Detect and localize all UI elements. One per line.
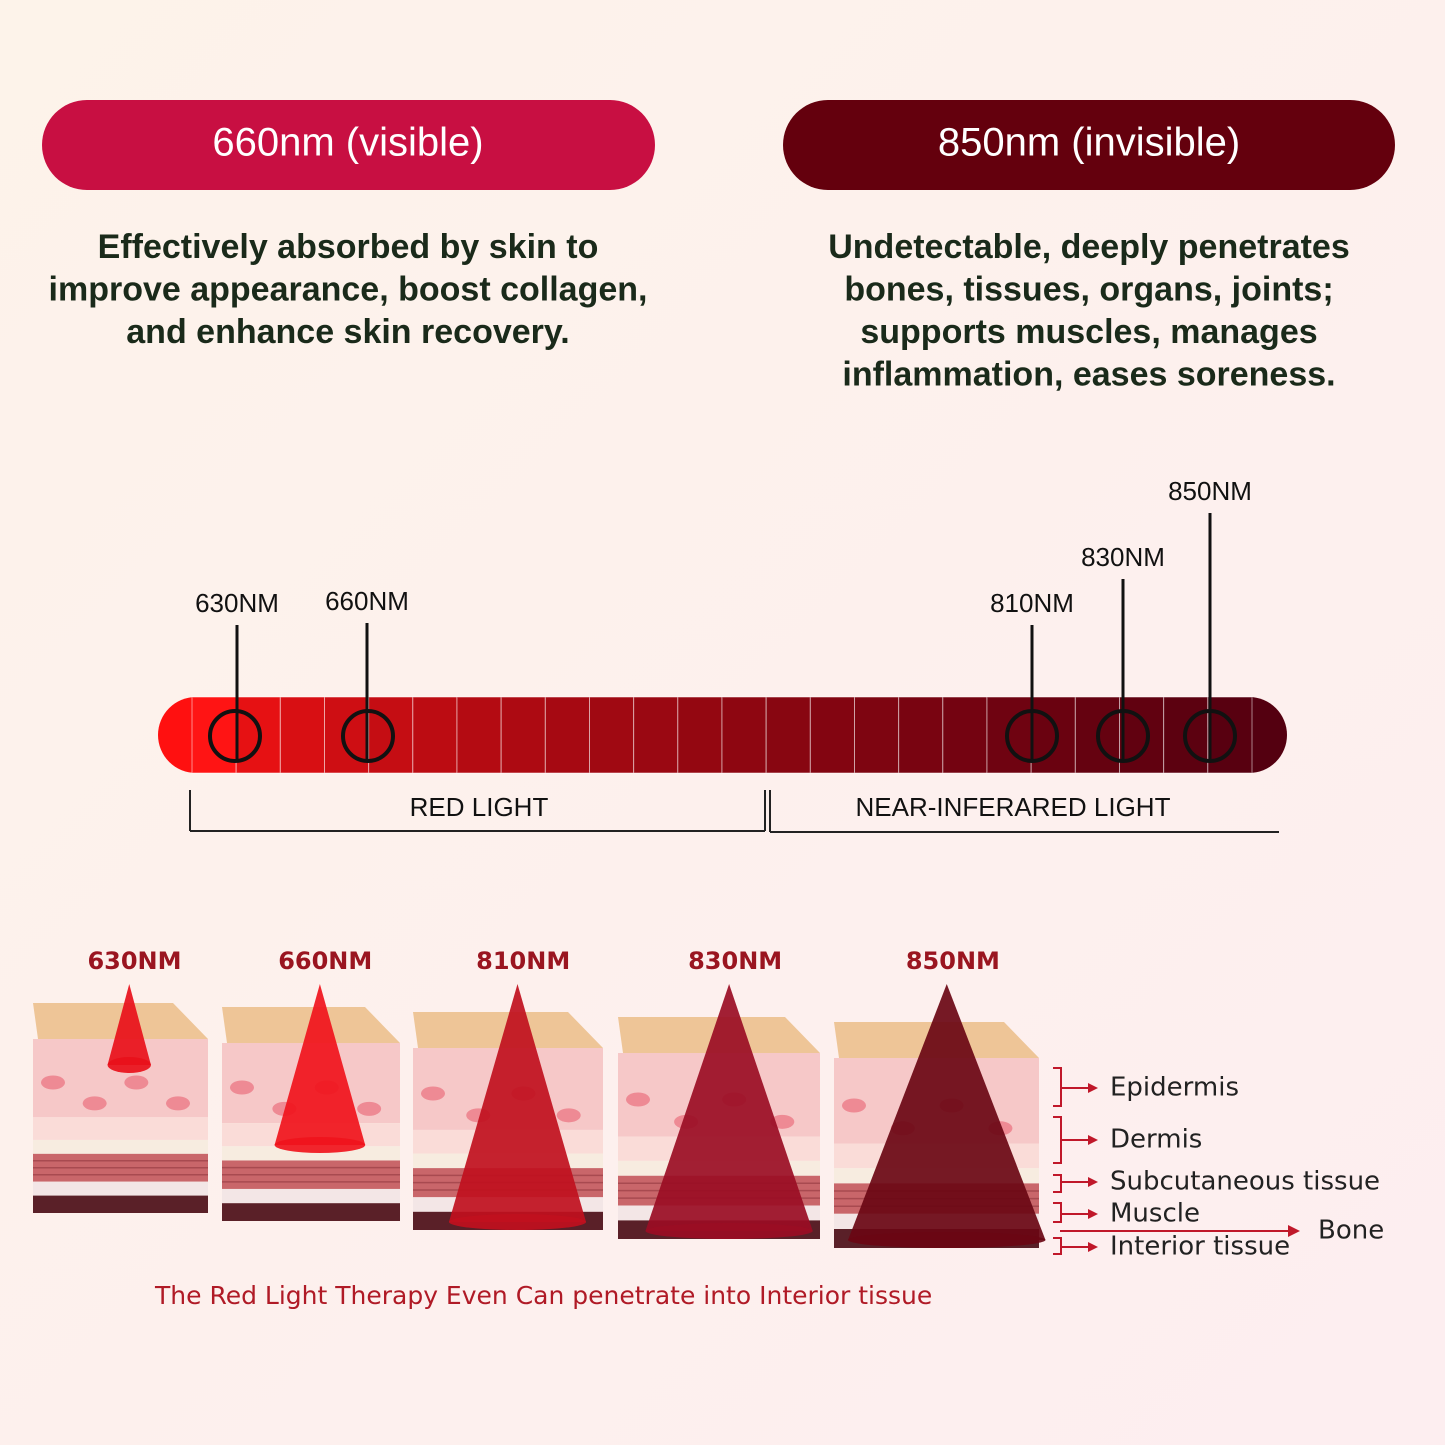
marker-ring [208,709,262,763]
cone-base [107,1057,151,1073]
layer-label: Muscle [1110,1199,1200,1229]
penetration-label: 630NM [87,947,181,975]
marker-label: 850NM [1168,476,1252,506]
bar-segment [456,696,502,774]
marker-ring [1005,709,1059,763]
bracket [1053,1116,1089,1164]
arrow-head [1288,1225,1300,1237]
bar-segment [589,696,635,774]
layer-label: Epidermis [1110,1073,1239,1103]
layer-label: Dermis [1110,1125,1202,1155]
bracket [1053,1174,1089,1193]
light-cone [848,984,1046,1240]
text-line: improve appearance, boost collagen, [49,270,648,308]
cell [82,1096,107,1111]
marker-ring [1096,709,1150,763]
light-cone [448,984,587,1222]
marker-label: 810NM [990,588,1074,618]
light-cone [645,984,813,1231]
bar-segment [368,696,414,774]
cone-base [645,1223,813,1239]
bar-segment [942,696,988,774]
cell [626,1092,650,1107]
skin-layer [33,1181,208,1196]
marker-label: 630NM [195,588,279,618]
cell [556,1108,581,1123]
cell [166,1096,190,1111]
panel-title: 660nm (visible) [212,121,483,165]
range-label: NEAR-INFERARED LIGHT [856,792,1171,822]
marker-ring [1183,709,1237,763]
bracket [1053,1237,1089,1255]
cell [230,1080,254,1095]
skin-layer [33,1195,208,1213]
bar-segment [677,696,723,774]
text-line: supports muscles, manages [860,313,1317,351]
text-line: Undetectable, deeply penetrates [828,228,1350,266]
bar-segment [544,696,590,774]
bar-segment [500,696,546,774]
arrow-head [1088,1209,1098,1219]
bar-segment [809,696,855,774]
range-label: RED LIGHT [410,792,549,822]
cell [357,1101,382,1116]
penetration-label: 830NM [688,947,782,975]
text-line: Effectively absorbed by skin to [98,228,599,266]
cell [842,1098,866,1113]
skin-layer [222,1203,400,1221]
layer-label: Interior tissue [1110,1232,1290,1262]
skin-layer [222,1188,400,1204]
penetration-label: 660NM [278,947,372,975]
cell [421,1086,445,1101]
pill [42,100,655,190]
panel-text: Effectively absorbed by skin to improve a… [49,228,1350,394]
arrow-head [1088,1135,1098,1145]
light-cone [274,984,366,1145]
bar-segment [279,696,326,774]
bar-segment [854,696,900,774]
skin-layer [33,1139,208,1154]
skin-layer [33,1117,208,1140]
cone-base [448,1214,587,1230]
bar-segment [765,696,811,774]
bar-segment [412,696,458,774]
cone-base [848,1232,1046,1248]
cell [124,1075,149,1090]
light-cone [107,984,151,1065]
bar-segment [721,696,767,774]
bone-label: Bone [1318,1216,1384,1246]
marker-label: 830NM [1081,542,1165,572]
panel-title: 850nm (invisible) [938,121,1240,165]
penetration-label: 850NM [906,947,1000,975]
bracket [1053,1202,1089,1223]
text-line: and enhance skin recovery. [126,313,569,351]
layer-label: Subcutaneous tissue [1110,1167,1380,1197]
caption: The Red Light Therapy Even Can penetrate… [154,1281,932,1310]
arrow-head [1088,1083,1098,1093]
bar-segment [633,696,679,774]
cell [41,1075,65,1090]
arrow-head [1088,1177,1098,1187]
layer-legend: Epidermis Dermis Subcutaneous tissueMuscle… [1053,1067,1380,1262]
pill [783,100,1395,190]
cone-base [274,1137,366,1153]
arrow-head [1088,1242,1098,1252]
penetration-label: 810NM [476,947,570,975]
marker-ring [341,709,395,763]
text-line: inflammation, eases soreness. [842,355,1335,393]
skin-blocks: 630NM 660NM 810NM 830NM 850NM [33,947,1046,1248]
bracket [1053,1067,1089,1107]
marker-label: 660NM [325,586,409,616]
bar-segment [898,696,944,774]
text-line: bones, tissues, organs, joints; [844,270,1333,308]
